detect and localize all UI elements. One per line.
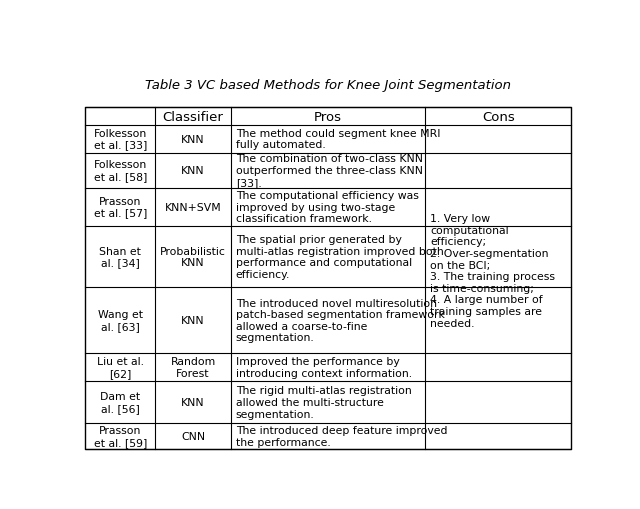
Text: Classifier: Classifier	[163, 110, 223, 123]
Text: KNN+SVM: KNN+SVM	[164, 202, 221, 212]
Text: The introduced deep feature improved
the performance.: The introduced deep feature improved the…	[236, 425, 447, 447]
Text: Folkesson
et al. [33]: Folkesson et al. [33]	[93, 129, 147, 150]
Text: KNN: KNN	[181, 316, 205, 325]
Text: Folkesson
et al. [58]: Folkesson et al. [58]	[93, 160, 147, 182]
Text: Prasson
et al. [59]: Prasson et al. [59]	[93, 425, 147, 447]
Text: KNN: KNN	[181, 134, 205, 145]
Bar	[85, 108, 571, 449]
Text: KNN: KNN	[181, 397, 205, 407]
Text: 1. Very low
computational
efficiency;
2. Over-segmentation
on the BCI;
3. The tr: 1. Very low computational efficiency; 2.…	[430, 214, 555, 328]
Text: Probabilistic
KNN: Probabilistic KNN	[160, 246, 226, 268]
Text: Dam et
al. [56]: Dam et al. [56]	[100, 391, 140, 413]
Text: The combination of two-class KNN
outperformed the three-class KNN
[33].: The combination of two-class KNN outperf…	[236, 154, 423, 187]
Text: KNN: KNN	[181, 166, 205, 176]
Text: Table 3 VC based Methods for Knee Joint Segmentation: Table 3 VC based Methods for Knee Joint …	[145, 79, 511, 92]
Text: Shan et
al. [34]: Shan et al. [34]	[99, 246, 141, 268]
Text: Improved the performance by
introducing context information.: Improved the performance by introducing …	[236, 356, 412, 378]
Text: The introduced novel multiresolution
patch-based segmentation framework
allowed : The introduced novel multiresolution pat…	[236, 298, 445, 343]
Text: Wang et
al. [63]: Wang et al. [63]	[98, 309, 143, 331]
Text: The computational efficiency was
improved by using two-stage
classification fram: The computational efficiency was improve…	[236, 191, 419, 224]
Text: Prasson
et al. [57]: Prasson et al. [57]	[93, 196, 147, 218]
Text: The spatial prior generated by
multi-atlas registration improved both
performanc: The spatial prior generated by multi-atl…	[236, 235, 444, 279]
Text: Pros: Pros	[314, 110, 342, 123]
Text: The rigid multi-atlas registration
allowed the multi-structure
segmentation.: The rigid multi-atlas registration allow…	[236, 385, 412, 419]
Text: The method could segment knee MRI
fully automated.: The method could segment knee MRI fully …	[236, 129, 440, 150]
Text: CNN: CNN	[181, 431, 205, 441]
Text: Liu et al.
[62]: Liu et al. [62]	[97, 356, 144, 378]
Text: Random
Forest: Random Forest	[170, 356, 216, 378]
Text: Cons: Cons	[482, 110, 515, 123]
